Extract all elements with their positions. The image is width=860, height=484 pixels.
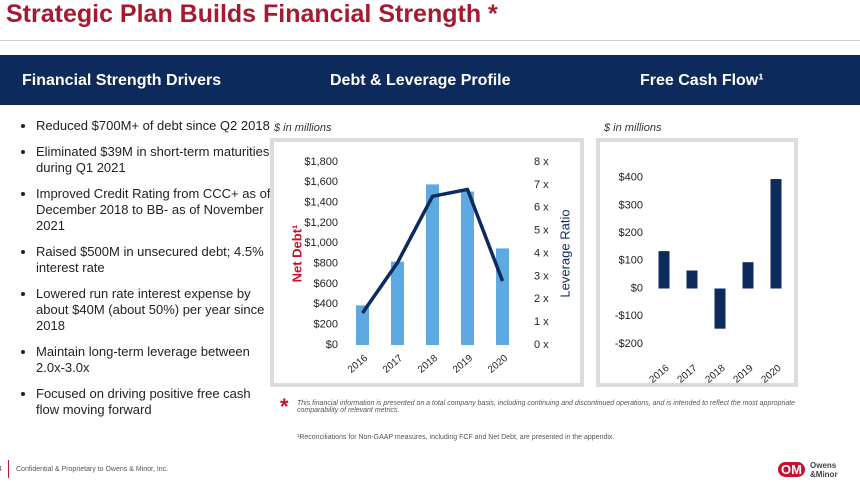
bar <box>770 179 782 289</box>
x-tick-label: 2019 <box>732 363 756 386</box>
divider <box>0 40 860 41</box>
footer-rule <box>8 460 9 478</box>
y2-tick-label: 7 x <box>534 179 549 191</box>
unit-label: $ in millions <box>274 122 332 134</box>
bullet: Improved Credit Rating from CCC+ as of D… <box>36 186 271 234</box>
slide-title: Strategic Plan Builds Financial Strength… <box>6 0 498 28</box>
unit-label: $ in millions <box>604 122 662 134</box>
bullet: Lowered run rate interest expense by abo… <box>36 286 271 334</box>
y-tick-label: $0 <box>631 282 643 294</box>
bullet: Maintain long-term leverage between 2.0x… <box>36 344 271 376</box>
line <box>361 187 505 314</box>
y-tick-label: $100 <box>619 255 643 267</box>
bar <box>686 270 698 289</box>
y-tick-label: $1,400 <box>304 197 338 209</box>
bar <box>391 261 404 345</box>
header-band <box>0 55 860 105</box>
footnote: This financial information is presented … <box>297 400 796 414</box>
bullet: Reduced $700M+ of debt since Q2 2018 <box>36 118 271 134</box>
x-tick-label: 2016 <box>648 363 672 386</box>
y-tick-label: $600 <box>314 278 338 290</box>
y2-axis-label: Leverage Ratio <box>557 209 572 297</box>
bar <box>658 251 670 289</box>
page-number: 4 <box>0 466 2 473</box>
y2-tick-label: 3 x <box>534 270 549 282</box>
y2-tick-label: 1 x <box>534 316 549 328</box>
y-tick-label: $0 <box>326 339 338 351</box>
y-tick-label: $800 <box>314 258 338 270</box>
bar <box>426 184 439 345</box>
x-tick-label: 2018 <box>704 363 728 386</box>
x-tick-label: 2018 <box>416 353 440 376</box>
x-tick-label: 2020 <box>760 363 784 386</box>
chart-frame <box>270 138 584 387</box>
bar <box>742 262 754 289</box>
logo-name: Owens &Minor <box>810 461 838 479</box>
y-tick-label: $1,800 <box>304 156 338 168</box>
y2-tick-label: 8 x <box>534 156 549 168</box>
y-tick-label: $200 <box>619 227 643 239</box>
bullet: Focused on driving positive free cash fl… <box>36 386 271 418</box>
y-tick-label: $400 <box>314 298 338 310</box>
bar <box>461 191 474 345</box>
x-tick-label: 2020 <box>486 353 510 376</box>
bar <box>356 305 369 345</box>
chart-frame <box>596 138 798 387</box>
y2-tick-label: 0 x <box>534 339 549 351</box>
logo-word: &Minor <box>810 470 838 479</box>
y2-tick-label: 2 x <box>534 293 549 305</box>
footnote: ¹Reconciliations for Non-GAAP measures, … <box>297 434 615 441</box>
y-tick-label: $1,600 <box>304 176 338 188</box>
footnote-star: * <box>280 394 289 419</box>
bar <box>496 248 509 345</box>
panel-heading: Free Cash Flow¹ <box>640 72 764 89</box>
y-tick-label: -$100 <box>615 310 643 322</box>
x-tick-label: 2017 <box>676 363 700 386</box>
y-tick-label: $200 <box>314 319 338 331</box>
y2-tick-label: 5 x <box>534 225 549 237</box>
x-tick-label: 2019 <box>451 353 475 376</box>
y-tick-label: $1,200 <box>304 217 338 229</box>
y2-tick-label: 4 x <box>534 247 549 259</box>
y-tick-label: -$200 <box>615 338 643 350</box>
bullet-list: Reduced $700M+ of debt since Q2 2018 Elim… <box>18 118 271 428</box>
footer-text: Confidential & Proprietary to Owens & Mi… <box>16 466 169 473</box>
y-tick-label: $400 <box>619 172 643 184</box>
y-axis-label: Net Debt¹ <box>289 225 304 283</box>
panel-heading: Debt & Leverage Profile <box>330 72 511 89</box>
panel-heading: Financial Strength Drivers <box>22 72 222 89</box>
y-tick-label: $300 <box>619 199 643 211</box>
bullet: Raised $500M in unsecured debt; 4.5% int… <box>36 244 271 276</box>
bar <box>714 288 726 329</box>
bullet: Eliminated $39M in short-term maturities… <box>36 144 271 176</box>
x-tick-label: 2017 <box>381 353 405 376</box>
y-tick-label: $1,000 <box>304 237 338 249</box>
x-tick-label: 2016 <box>346 353 370 376</box>
y2-tick-label: 6 x <box>534 202 549 214</box>
logo-mark: OM <box>778 462 805 477</box>
logo-word: Owens <box>810 461 837 470</box>
